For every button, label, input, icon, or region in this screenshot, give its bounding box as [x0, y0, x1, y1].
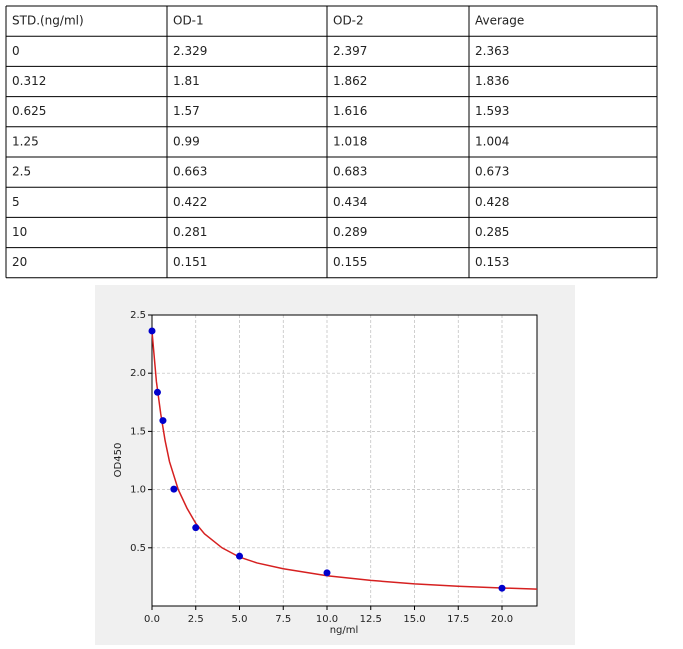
table-cell: 0.153	[475, 255, 509, 269]
table-cell: 2.397	[333, 44, 367, 58]
y-tick-label: 2.5	[130, 310, 146, 321]
table-cell: 1.004	[475, 134, 509, 148]
x-tick-label: 10.0	[316, 614, 338, 625]
header-cell: STD.(ng/ml)	[12, 14, 84, 28]
table-cell: 0.673	[475, 165, 509, 179]
table-cell: 0.151	[173, 255, 207, 269]
table-cell: 1.593	[475, 104, 509, 118]
table-cell: 0.683	[333, 165, 367, 179]
x-tick-label: 17.5	[447, 614, 469, 625]
fit-curve	[151, 331, 538, 590]
header-cell: OD-1	[173, 14, 204, 28]
header-cell: OD-2	[333, 14, 364, 28]
table-cell: 0.155	[333, 255, 367, 269]
table-cell: 1.616	[333, 104, 367, 118]
table-cell: 1.862	[333, 74, 367, 88]
table-cell: 5	[12, 195, 20, 209]
table-cell: 10	[12, 225, 27, 239]
table-cell: 0.312	[12, 74, 46, 88]
table-cell: 2.5	[12, 165, 31, 179]
table-cell: 2.329	[173, 44, 207, 58]
data-point	[192, 524, 200, 532]
table-cell: 1.25	[12, 134, 39, 148]
x-tick-label: 5.0	[232, 614, 248, 625]
table-cell: 20	[12, 255, 27, 269]
table-cell: 2.363	[475, 44, 509, 58]
table-cell: 0.285	[475, 225, 509, 239]
table-cell: 1.57	[173, 104, 200, 118]
table-cell: 0.99	[173, 134, 200, 148]
x-tick-label: 2.5	[188, 614, 204, 625]
table-cell: 1.81	[173, 74, 200, 88]
y-tick-label: 0.5	[130, 543, 146, 554]
x-axis-label: ng/ml	[330, 625, 359, 636]
data-point	[236, 552, 243, 560]
data-point	[170, 485, 178, 493]
table-cell: 0.281	[173, 225, 207, 239]
data-point	[148, 327, 156, 335]
data-point	[498, 584, 506, 592]
table-cell: 0.422	[173, 195, 207, 209]
x-tick-label: 15.0	[403, 614, 425, 625]
plot-area	[152, 315, 537, 606]
y-tick-label: 1.0	[130, 485, 146, 496]
x-tick-label: 12.5	[360, 614, 382, 625]
plot-frame	[151, 314, 538, 607]
table-cell: 0.663	[173, 165, 207, 179]
table-cell: 0.434	[333, 195, 367, 209]
table-cell: 0.625	[12, 104, 46, 118]
y-tick-label: 1.5	[130, 426, 146, 437]
data-point	[323, 569, 331, 577]
x-tick-label: 7.5	[275, 614, 291, 625]
table-cell: 1.018	[333, 134, 367, 148]
data-point	[153, 388, 161, 396]
data-point	[159, 417, 167, 425]
table-cell: 0	[12, 44, 20, 58]
y-axis-label: OD450	[113, 443, 124, 478]
table-cell: 0.289	[333, 225, 367, 239]
x-tick-label: 20.0	[491, 614, 513, 625]
table-cell: 0.428	[475, 195, 509, 209]
header-cell: Average	[475, 14, 524, 28]
y-tick-label: 2.0	[130, 368, 146, 379]
x-tick-label: 0.0	[144, 614, 160, 625]
table-cell: 1.836	[475, 74, 509, 88]
